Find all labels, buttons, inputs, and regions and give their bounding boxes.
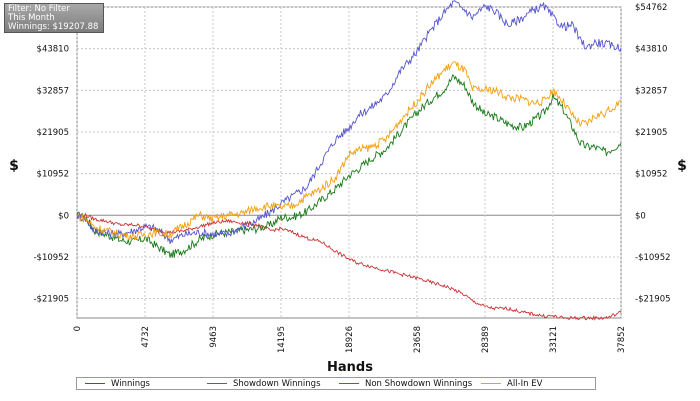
legend-label-winnings: Winnings: [111, 378, 150, 389]
legend-swatch-winnings: [85, 383, 105, 384]
y-tick-label-right: -$21905: [635, 295, 671, 305]
winnings-text: Winnings: $19207.88: [8, 22, 99, 32]
y-tick-label-right: -$10952: [635, 253, 671, 263]
legend-label-showdown: Showdown Winnings: [233, 378, 321, 389]
plot-frame: [76, 6, 622, 319]
y-tick-label-left: -$10952: [33, 253, 69, 263]
legend-item-winnings: Winnings: [85, 378, 150, 389]
y-tick-label-left: $43810: [37, 45, 69, 55]
y-tick-label-left: $32857: [37, 86, 69, 96]
y-tick-label-left: $21905: [37, 128, 69, 138]
y-tick-label-left: $10952: [37, 170, 69, 180]
legend-swatch-showdown: [207, 383, 227, 384]
y-tick-label-left: -$21905: [33, 295, 69, 305]
y-tick-label-left: $0: [58, 211, 69, 221]
y-tick-label-right: $10952: [635, 170, 667, 180]
legend: Winnings Showdown Winnings Non Showdown …: [76, 377, 596, 390]
legend-item-allin-ev: All-In EV: [481, 378, 542, 389]
x-tick-label: 23658: [413, 326, 423, 353]
series-group: [76, 0, 622, 321]
y-axis-title-left: $: [9, 158, 19, 174]
legend-swatch-non-showdown: [339, 383, 359, 384]
grid: [76, 6, 622, 318]
series-line-winnings: [76, 74, 622, 258]
legend-label-non-showdown: Non Showdown Winnings: [365, 378, 473, 389]
y-tick-label-right: $54762: [635, 3, 667, 13]
legend-swatch-allin-ev: [481, 383, 501, 384]
legend-item-non-showdown: Non Showdown Winnings: [339, 378, 472, 389]
y-axis-title-right: $: [677, 158, 687, 174]
x-tick-label: 0: [73, 326, 83, 331]
series-line-non-showdown-winnings: [76, 212, 622, 321]
period-text: This Month: [8, 13, 55, 23]
x-axis-title: Hands: [327, 360, 373, 375]
x-tick-label: 33121: [549, 326, 559, 353]
y-tick-label-right: $32857: [635, 86, 667, 96]
series-line-allin-ev: [76, 61, 622, 241]
filter-text: Filter: No Filter: [8, 4, 70, 14]
x-tick-label: 37852: [617, 326, 627, 353]
filter-panel: Filter: No Filter This Month Winnings: $…: [4, 3, 104, 33]
legend-item-showdown: Showdown Winnings: [207, 378, 321, 389]
x-tick-label: 4732: [141, 326, 151, 348]
x-tick-label: 9463: [209, 326, 219, 348]
series-line-showdown-winnings: [76, 0, 622, 245]
y-tick-label-right: $21905: [635, 128, 667, 138]
x-tick-label: 18926: [345, 326, 355, 353]
x-tick-label: 14195: [277, 326, 287, 353]
x-tick-label: 28389: [481, 326, 491, 353]
y-tick-label-right: $0: [635, 211, 646, 221]
tick-labels: -$21905 -$21905 -$10952 -$10952 $0 $0 $10952 $1…: [33, 3, 670, 353]
y-tick-label-right: $43810: [635, 45, 667, 55]
legend-label-allin-ev: All-In EV: [507, 378, 543, 389]
